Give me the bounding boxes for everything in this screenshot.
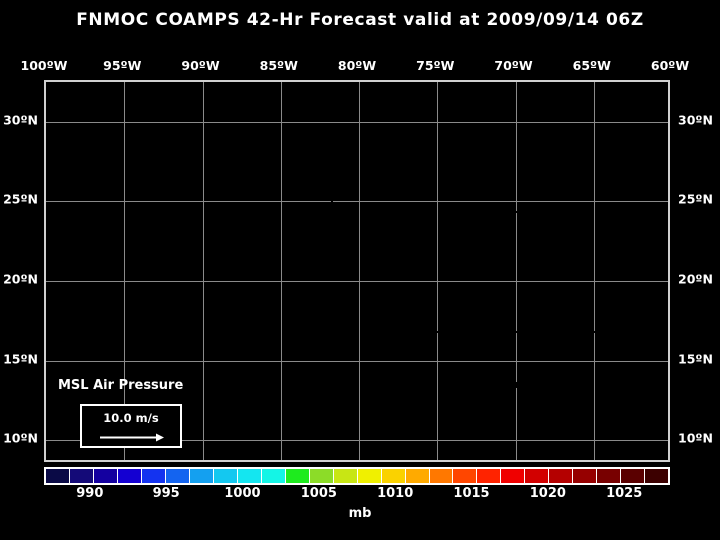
gridline-gap [331, 182, 333, 188]
gridline-gap [444, 211, 456, 213]
colorbar-cell [285, 469, 310, 483]
gridline-gap [606, 332, 608, 338]
colorbar-cell [237, 469, 262, 483]
arrow-right-icon [100, 433, 164, 442]
colorbar-tick-label: 1020 [529, 486, 566, 501]
gridline-gap [331, 192, 333, 202]
colorbar-cell [429, 469, 454, 483]
colorbar-tick-labels: 990 995 1000 1005 1010 1015 1020 1025 [0, 486, 720, 504]
latitude-tick-label-left: 15ºN [3, 351, 38, 367]
colorbar-cell [69, 469, 94, 483]
latitude-tick-label-left: 20ºN [3, 271, 38, 287]
colorbar-tick-label: 1010 [377, 486, 414, 501]
latitude-tick-label-right: 20ºN [678, 271, 713, 287]
gridline-gap [452, 272, 454, 276]
colorbar-unit-label: mb [348, 506, 372, 521]
wind-scale-value: 10.0 m/s [103, 411, 159, 425]
longitude-tick-label: 65ºW [572, 58, 611, 73]
colorbar-cell [141, 469, 166, 483]
gridline-gap [566, 211, 590, 213]
colorbar-tick-label: 1000 [224, 486, 261, 501]
colorbar-cell [189, 469, 214, 483]
longitude-axis-labels: 100ºW 95ºW 90ºW 85ºW 80ºW 75ºW 70ºW 65ºW 60ºW [0, 58, 720, 74]
latitude-tick-label-right: 25ºN [678, 191, 713, 207]
gridline-gap [476, 211, 536, 213]
colorbar-tick-label: 995 [152, 486, 180, 501]
gridline-gap [564, 412, 566, 430]
gridline-vertical [124, 82, 126, 460]
gridline-vertical [593, 82, 595, 460]
gridline-gap [406, 211, 436, 213]
gridline-gap [376, 347, 378, 355]
gridline-gap [376, 332, 378, 342]
colorbar-tick-label: 990 [76, 486, 104, 501]
colorbar-cell [405, 469, 430, 483]
colorbar-tick-label: 1025 [606, 486, 643, 501]
colorbar-cell [381, 469, 406, 483]
colorbar-cell [645, 469, 669, 483]
latitude-tick-label-right: 30ºN [678, 112, 713, 128]
latitude-tick-label-left: 10ºN [3, 430, 38, 446]
gridline-vertical [437, 82, 439, 460]
colorbar-cell [333, 469, 358, 483]
gridline-gap [376, 372, 378, 386]
gridline-horizontal [46, 121, 668, 123]
gridline-gap [436, 331, 486, 333]
colorbar-cell [93, 469, 118, 483]
colorbar-cell [309, 469, 334, 483]
colorbar-cell [525, 469, 550, 483]
latitude-tick-label-left: 30ºN [3, 112, 38, 128]
longitude-tick-label: 60ºW [650, 58, 690, 73]
longitude-tick-label: 90ºW [181, 58, 220, 73]
gridline-gap [346, 211, 354, 213]
colorbar-cell [573, 469, 598, 483]
longitude-tick-label: 85ºW [259, 58, 298, 73]
colorbar-cell [453, 469, 478, 483]
gridline-horizontal [46, 280, 668, 282]
gridline-gap [298, 211, 324, 213]
page-title: FNMOC COAMPS 42-Hr Forecast valid at 200… [76, 10, 644, 30]
colorbar-cell [46, 469, 70, 483]
longitude-tick-label: 95ºW [103, 58, 142, 73]
gridline-gap [516, 382, 518, 388]
gridline-horizontal [46, 440, 668, 442]
pressure-colorbar[interactable] [44, 467, 670, 485]
colorbar-cell [549, 469, 574, 483]
latitude-tick-label-right: 15ºN [678, 351, 713, 367]
colorbar-cell [261, 469, 286, 483]
gridline-vertical [280, 82, 282, 460]
gridline-gap [541, 331, 611, 333]
gridline-horizontal [46, 360, 668, 362]
gridline-vertical [359, 82, 360, 460]
colorbar-cell [477, 469, 502, 483]
latitude-tick-label-right: 10ºN [678, 430, 713, 446]
longitude-tick-label: 100ºW [20, 58, 68, 73]
colorbar-cell [165, 469, 190, 483]
colorbar-tick-label: 1005 [300, 486, 337, 501]
colorbar-cell [357, 469, 382, 483]
field-label: MSL Air Pressure [58, 378, 184, 393]
colorbar-tick-label: 1015 [453, 486, 490, 501]
map-plot-area[interactable]: MSL Air Pressure 10.0 m/s [44, 80, 670, 462]
longitude-tick-label: 70ºW [494, 58, 533, 73]
colorbar-cell [117, 469, 142, 483]
gridline-vertical [202, 82, 204, 460]
gridline-horizontal [46, 201, 668, 203]
colorbar-cell [213, 469, 238, 483]
colorbar-cell [597, 469, 622, 483]
longitude-tick-label: 75ºW [416, 58, 455, 73]
colorbar-cell [621, 469, 646, 483]
gridline-gap [376, 211, 386, 213]
latitude-tick-label-left: 25ºN [3, 191, 38, 207]
gridline-gap [496, 331, 526, 333]
longitude-tick-label: 80ºW [337, 58, 377, 73]
colorbar-cell [501, 469, 526, 483]
gridline-gap [296, 382, 298, 387]
gridline-gap [516, 211, 556, 213]
wind-scale-key: 10.0 m/s [80, 404, 182, 448]
gridline-vertical [515, 82, 517, 460]
